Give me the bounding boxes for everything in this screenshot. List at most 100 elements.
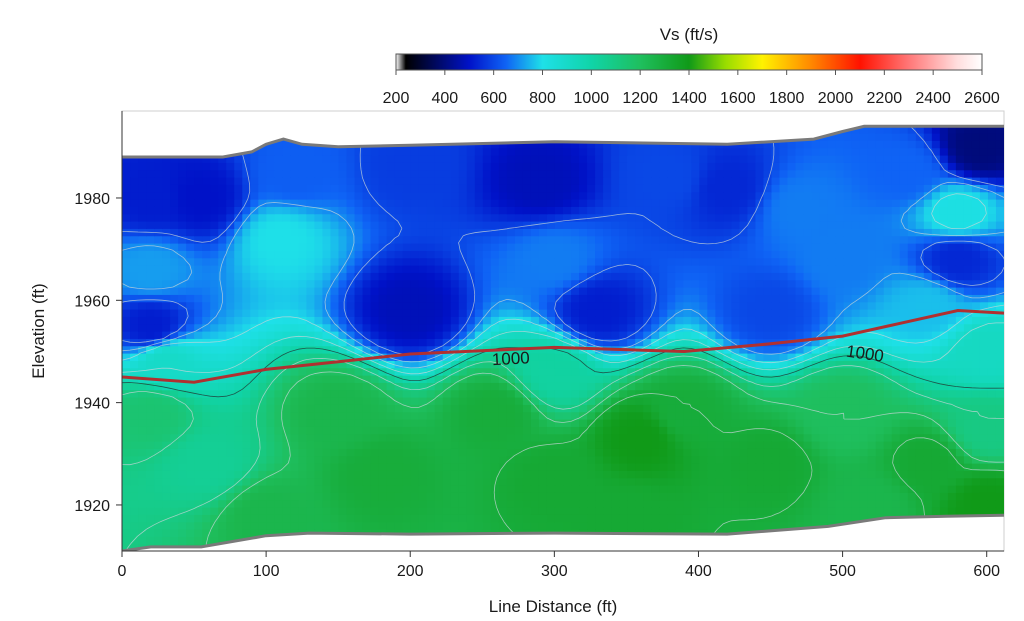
velocity-cell (747, 375, 757, 383)
velocity-cell (506, 463, 516, 471)
velocity-cell (178, 397, 187, 405)
velocity-cell (579, 463, 588, 471)
velocity-cell (410, 367, 420, 376)
velocity-cell (354, 221, 364, 229)
velocity-cell (202, 499, 211, 508)
velocity-cell (971, 360, 981, 369)
velocity-cell (595, 294, 604, 303)
velocity-cell (595, 257, 604, 266)
velocity-cell (619, 470, 628, 479)
velocity-cell (122, 331, 131, 339)
velocity-cell (546, 404, 556, 413)
velocity-cell (955, 228, 965, 237)
velocity-cell (843, 492, 853, 501)
velocity-cell (482, 257, 492, 266)
velocity-cell (595, 397, 604, 405)
velocity-cell (635, 294, 644, 303)
velocity-cell (803, 345, 813, 354)
velocity-cell (571, 433, 580, 442)
velocity-cell (867, 265, 877, 273)
velocity-cell (250, 279, 259, 288)
velocity-cell (154, 492, 163, 501)
velocity-cell (370, 360, 380, 369)
velocity-cell (434, 463, 444, 471)
velocity-cell (843, 294, 853, 303)
velocity-cell (723, 404, 732, 413)
velocity-cell (386, 477, 396, 486)
velocity-cell (635, 521, 644, 530)
velocity-cell (635, 272, 644, 281)
velocity-cell (835, 367, 845, 376)
velocity-cell (803, 221, 813, 229)
velocity-cell (130, 309, 139, 317)
velocity-cell (723, 301, 732, 310)
velocity-cell (819, 294, 829, 303)
velocity-cell (699, 499, 708, 508)
velocity-cell (643, 448, 652, 457)
velocity-cell (883, 499, 893, 508)
velocity-cell (354, 360, 364, 369)
velocity-cell (979, 441, 989, 449)
velocity-cell (458, 419, 468, 427)
velocity-cell (530, 382, 540, 391)
velocity-cell (755, 345, 765, 354)
velocity-cell (995, 404, 1004, 413)
velocity-cell (811, 441, 821, 449)
velocity-cell (571, 309, 580, 317)
velocity-cell (939, 463, 949, 471)
velocity-cell (859, 382, 869, 391)
velocity-cell (811, 345, 821, 354)
velocity-cell (354, 250, 364, 259)
velocity-cell (571, 441, 580, 449)
velocity-cell (923, 404, 933, 413)
velocity-cell (867, 426, 877, 435)
velocity-cell (314, 353, 324, 361)
velocity-cell (458, 514, 468, 523)
velocity-cell (563, 279, 572, 288)
velocity-cell (659, 323, 668, 332)
velocity-cell (931, 477, 941, 486)
velocity-cell (843, 463, 853, 471)
velocity-cell (723, 419, 732, 427)
velocity-cell (202, 309, 211, 317)
velocity-cell (274, 514, 283, 523)
velocity-cell (210, 272, 219, 281)
velocity-cell (619, 257, 628, 266)
velocity-cell (907, 309, 917, 317)
velocity-cell (795, 404, 805, 413)
velocity-cell (603, 323, 612, 332)
velocity-cell (979, 331, 989, 339)
velocity-cell (178, 529, 187, 537)
velocity-cell (675, 463, 684, 471)
velocity-cell (514, 419, 524, 427)
velocity-cell (827, 426, 837, 435)
velocity-cell (627, 294, 636, 303)
velocity-cell (731, 257, 740, 266)
velocity-cell (138, 367, 147, 376)
velocity-cell (731, 426, 740, 435)
velocity-cell (939, 375, 949, 383)
velocity-cell (354, 353, 364, 361)
velocity-cell (667, 316, 676, 325)
velocity-cell (979, 507, 989, 515)
velocity-cell (290, 301, 299, 310)
velocity-cell (923, 455, 933, 464)
velocity-cell (563, 426, 572, 435)
velocity-cell (971, 470, 981, 479)
velocity-cell (170, 331, 179, 339)
velocity-cell (755, 279, 765, 288)
velocity-cell (763, 441, 773, 449)
velocity-cell (482, 250, 492, 259)
velocity-cell (450, 441, 460, 449)
velocity-cell (691, 265, 700, 273)
velocity-cell (482, 338, 492, 347)
velocity-cell (330, 514, 340, 523)
velocity-cell (498, 367, 508, 376)
velocity-cell (290, 507, 299, 515)
velocity-cell (162, 411, 171, 420)
velocity-cell (314, 243, 324, 251)
velocity-cell (619, 492, 628, 501)
velocity-cell (242, 272, 251, 281)
velocity-cell (955, 448, 965, 457)
velocity-cell (410, 492, 420, 501)
